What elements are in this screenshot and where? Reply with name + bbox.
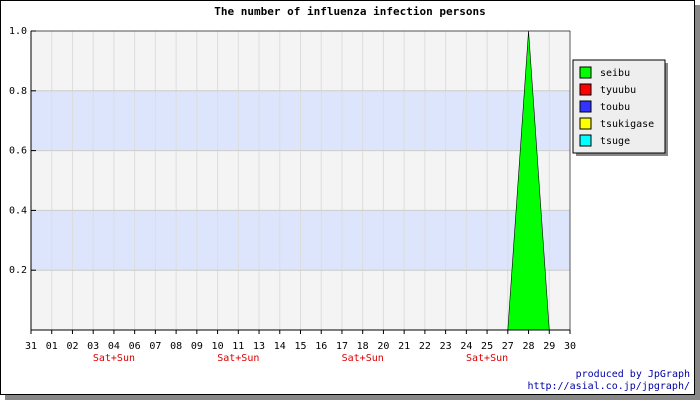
x-sublabel: Sat+Sun [217,353,259,364]
legend-swatch [579,134,592,147]
legend-label: seibu [600,68,630,79]
credit: http://asial.co.jp/jpgraph/ [527,381,690,392]
x-tick-label: 08 [170,341,182,352]
x-tick-label: 10 [212,341,224,352]
x-sublabel: Sat+Sun [466,353,508,364]
x-tick-label: 31 [25,341,37,352]
legend-label: tyuubu [600,85,636,96]
legend-swatch [579,100,592,113]
x-tick-label: 06 [129,341,141,352]
x-tick-label: 17 [336,341,348,352]
legend-swatch [579,117,592,130]
x-tick-label: 03 [87,341,99,352]
chart-title: The number of influenza infection person… [214,5,486,18]
x-tick-label: 13 [253,341,265,352]
x-tick-label: 25 [481,341,493,352]
x-tick-label: 21 [398,341,410,352]
legend-swatch [579,83,592,96]
y-tick-label: 1.0 [9,26,27,37]
x-tick-label: 23 [440,341,452,352]
x-tick-label: 18 [357,341,369,352]
x-tick-label: 02 [66,341,78,352]
y-tick-label: 0.4 [9,205,27,216]
x-sublabel: Sat+Sun [342,353,384,364]
x-tick-label: 24 [460,341,472,352]
x-tick-label: 11 [232,341,244,352]
y-tick-label: 0.8 [9,86,27,97]
x-tick-label: 22 [419,341,431,352]
y-tick-label: 0.2 [9,265,27,276]
x-tick-label: 15 [294,341,306,352]
x-tick-label: 04 [108,341,120,352]
legend-label: tsukigase [600,119,654,130]
x-tick-label: 16 [315,341,327,352]
x-tick-label: 29 [543,341,555,352]
x-tick-label: 27 [502,341,514,352]
x-tick-label: 01 [46,341,58,352]
x-tick-label: 30 [564,341,576,352]
x-tick-label: 09 [191,341,203,352]
x-tick-label: 14 [274,341,286,352]
x-tick-label: 20 [377,341,389,352]
y-tick-label: 0.6 [9,146,27,157]
x-tick-label: 07 [149,341,161,352]
legend-label: toubu [600,102,630,113]
legend-label: tsuge [600,136,630,147]
credit: produced by JpGraph [576,369,690,380]
legend-swatch [579,66,592,79]
x-sublabel: Sat+Sun [93,353,135,364]
x-tick-label: 28 [523,341,535,352]
